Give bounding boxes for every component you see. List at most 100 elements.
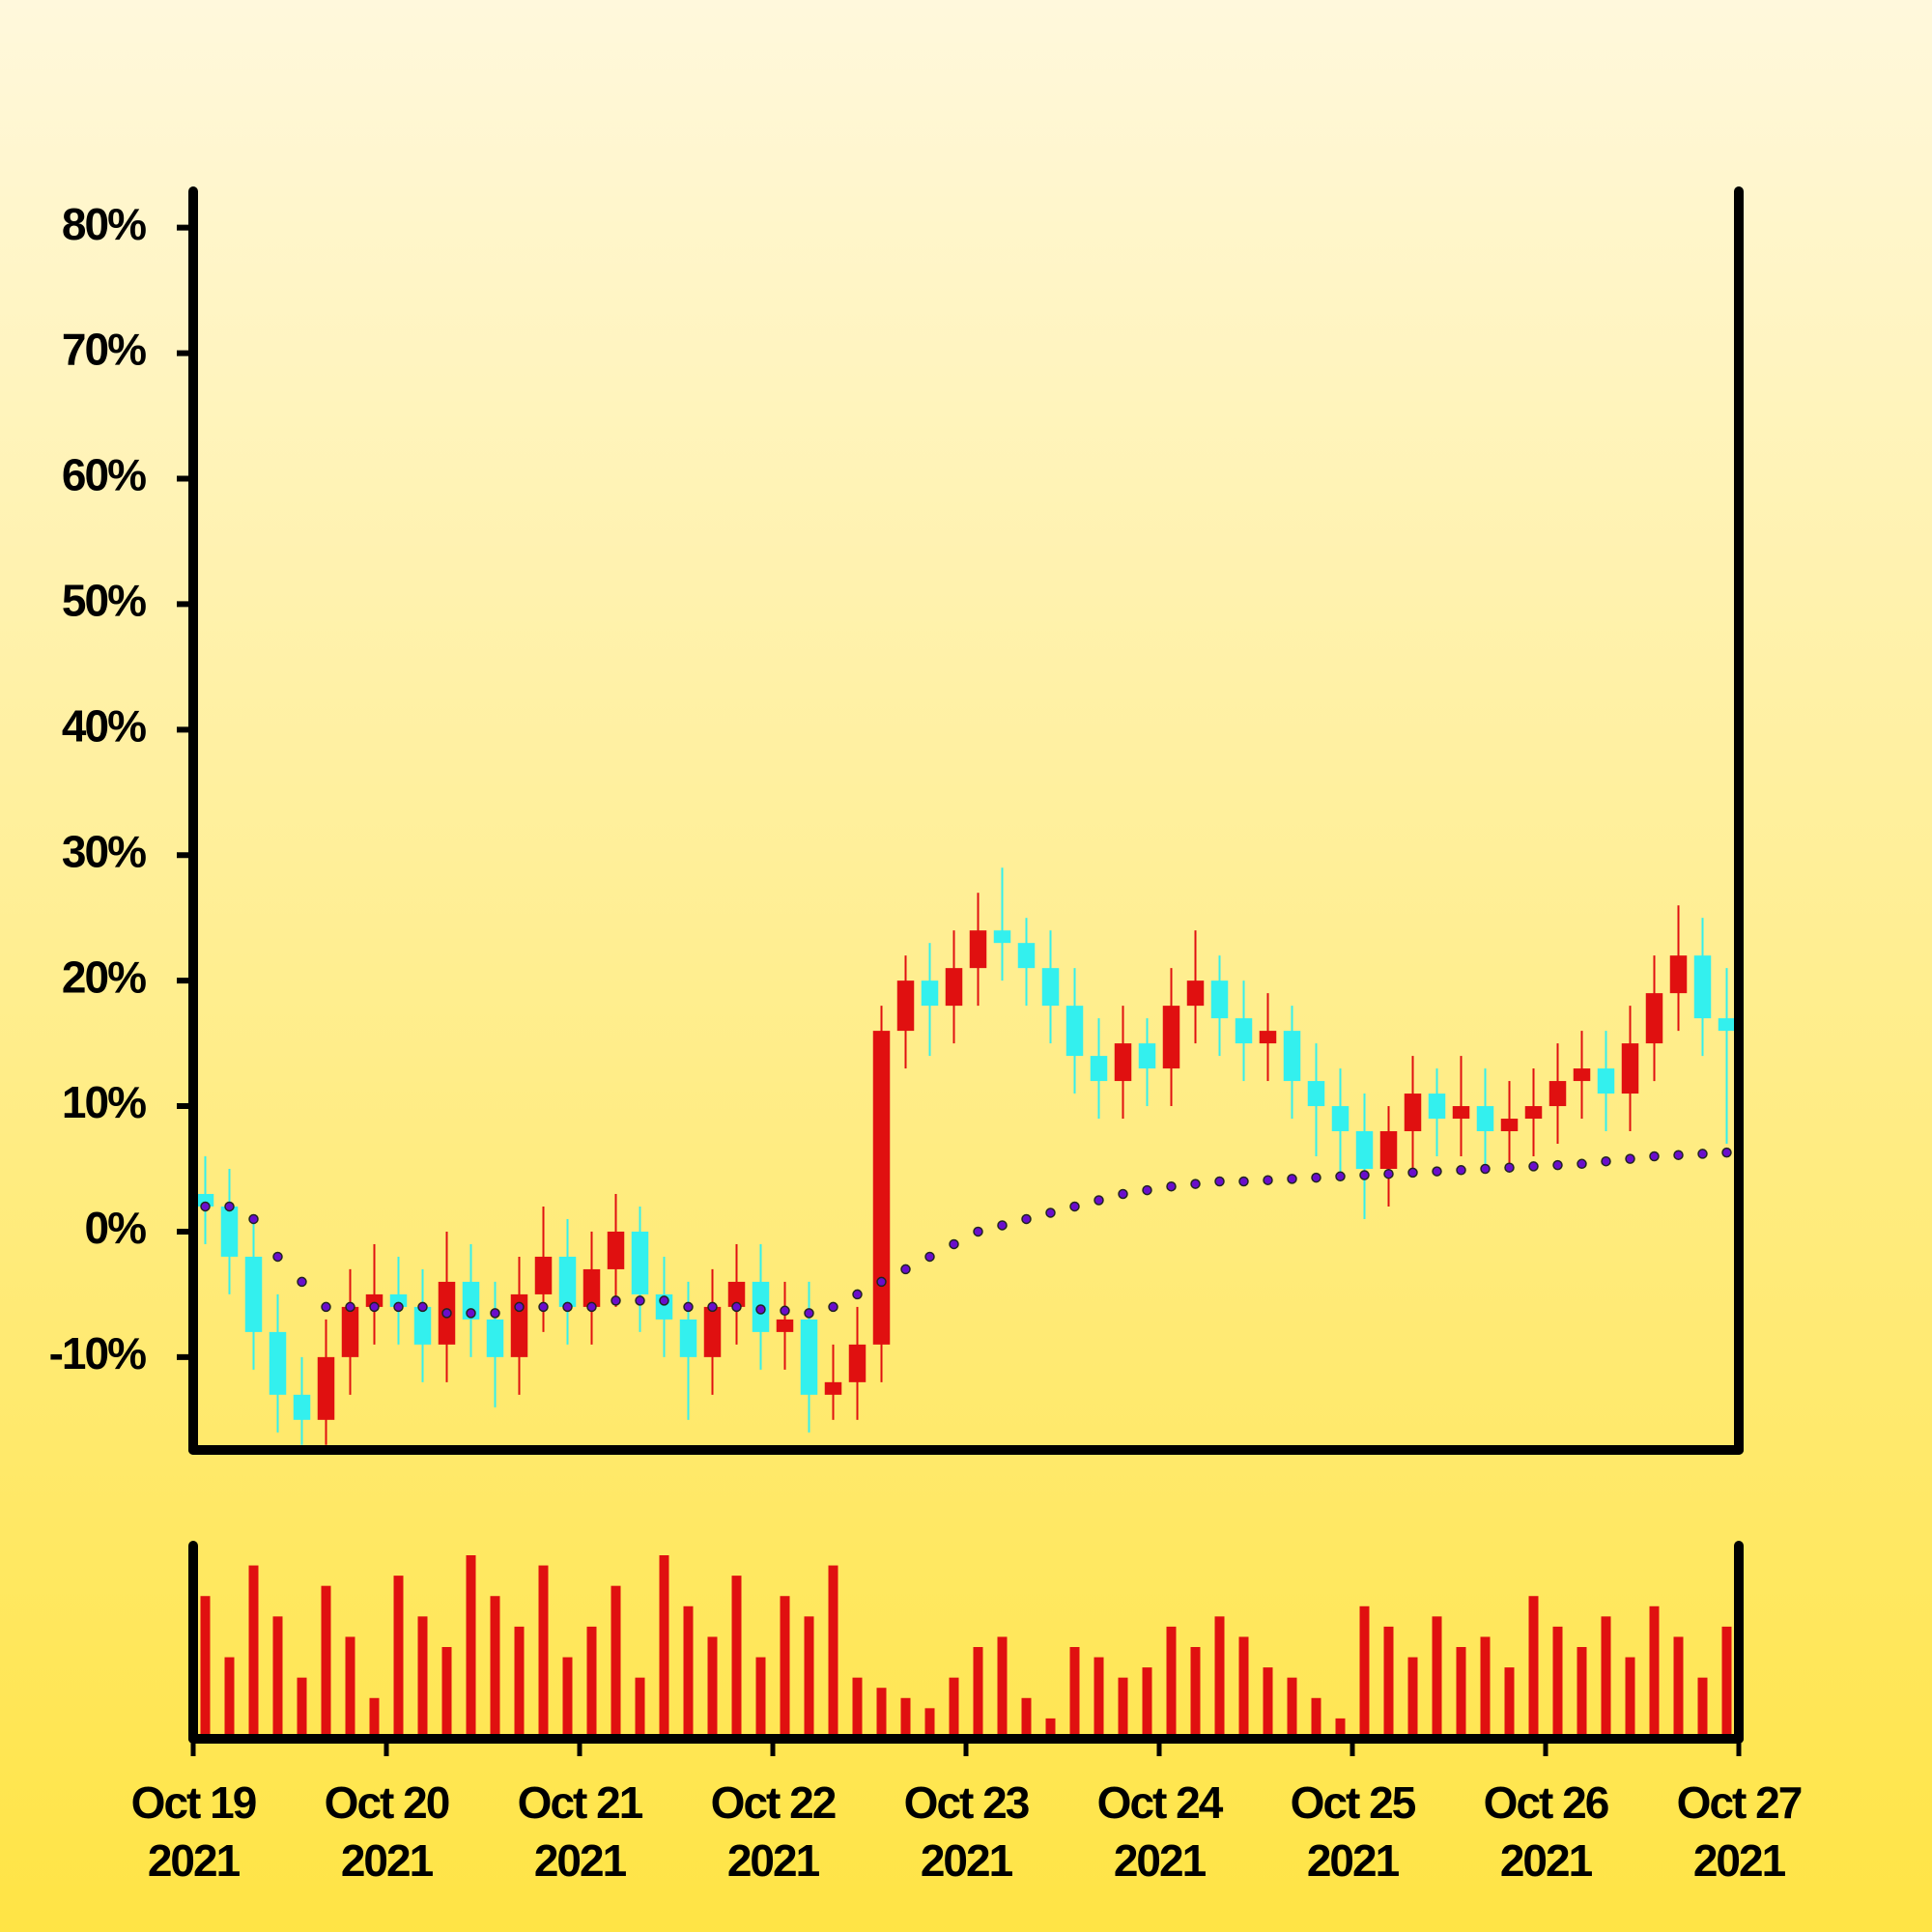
- volume-bar: [1407, 1657, 1418, 1739]
- volume-bar: [321, 1585, 331, 1739]
- moving-average-point: [1021, 1213, 1032, 1225]
- x-tick-label: Oct 23 2021: [903, 1777, 1031, 1886]
- moving-average-point: [1383, 1168, 1394, 1179]
- y-tick-label: 20%: [62, 952, 146, 1002]
- candle-body: [1090, 1056, 1108, 1082]
- moving-average-point: [780, 1305, 790, 1317]
- moving-average-point: [1166, 1180, 1177, 1192]
- moving-average-point: [466, 1308, 476, 1319]
- volume-bar: [297, 1677, 307, 1739]
- x-tick-label: Oct 26 2021: [1483, 1777, 1610, 1886]
- candle-body: [679, 1319, 697, 1357]
- candle-body: [1017, 943, 1036, 969]
- moving-average-point: [1045, 1208, 1056, 1218]
- volume-bar: [1552, 1626, 1563, 1739]
- moving-average-point: [1359, 1170, 1370, 1180]
- moving-average-point: [1094, 1195, 1104, 1206]
- volume-bar: [562, 1657, 573, 1739]
- moving-average-point: [248, 1213, 259, 1225]
- x-tick-label: Oct 21 2021: [517, 1777, 644, 1886]
- candle-body: [945, 968, 963, 1007]
- volume-bar: [514, 1626, 525, 1739]
- volume-bar: [1721, 1626, 1732, 1739]
- candle-body: [800, 1319, 818, 1395]
- volume-bar: [1069, 1647, 1080, 1739]
- moving-average-point: [417, 1301, 428, 1313]
- candle-body: [1524, 1106, 1543, 1120]
- candle-body: [317, 1356, 335, 1420]
- candle-body: [1114, 1043, 1132, 1082]
- volume-bar: [417, 1616, 428, 1739]
- moving-average-point: [924, 1251, 935, 1263]
- moving-average-point: [272, 1251, 283, 1263]
- candle-body: [1452, 1106, 1470, 1120]
- candle-body: [462, 1281, 480, 1320]
- candle-body: [196, 1193, 214, 1207]
- candle-body: [269, 1331, 287, 1395]
- candle-body: [1645, 993, 1663, 1044]
- volume-bar: [272, 1616, 283, 1739]
- volume-bar: [466, 1555, 476, 1739]
- moving-average-point: [635, 1295, 645, 1306]
- moving-average-point: [345, 1301, 355, 1313]
- moving-average-point: [1673, 1150, 1684, 1160]
- moving-average-point: [1311, 1172, 1321, 1183]
- volume-bar: [1577, 1647, 1587, 1739]
- candle-body: [1283, 1031, 1301, 1082]
- volume-bar: [997, 1636, 1008, 1739]
- moving-average-point: [1649, 1151, 1660, 1162]
- candle-body: [1621, 1043, 1639, 1094]
- y-tick-label: 60%: [62, 450, 146, 500]
- volume-bar: [369, 1697, 380, 1739]
- moving-average-point: [441, 1308, 452, 1319]
- volume-bar: [635, 1677, 645, 1739]
- volume-bar: [248, 1565, 259, 1739]
- volume-bar: [586, 1626, 597, 1739]
- moving-average-point: [538, 1301, 549, 1313]
- moving-average-point: [1238, 1176, 1249, 1187]
- candle-body: [1428, 1094, 1446, 1120]
- volume-bar: [1214, 1616, 1225, 1739]
- moving-average-point: [973, 1226, 983, 1237]
- candle-body: [341, 1306, 359, 1357]
- candle-body: [848, 1344, 867, 1382]
- moving-average-point: [1577, 1158, 1587, 1170]
- candle-body: [824, 1381, 842, 1395]
- volume-bar: [876, 1688, 887, 1739]
- candle-body: [1548, 1081, 1567, 1107]
- volume-bar: [1480, 1636, 1491, 1739]
- y-tick-label: 70%: [62, 325, 146, 375]
- moving-average-point: [659, 1295, 669, 1306]
- candle-body: [293, 1394, 311, 1420]
- volume-bar: [683, 1605, 694, 1739]
- candle-body: [1041, 968, 1060, 1007]
- moving-average-point: [1069, 1201, 1080, 1212]
- volume-bar: [755, 1657, 766, 1739]
- moving-average-point: [1601, 1155, 1611, 1167]
- moving-average-point: [731, 1301, 742, 1313]
- candle-body: [703, 1306, 722, 1357]
- volume-bar: [1045, 1718, 1056, 1739]
- volume-bar: [1287, 1677, 1297, 1739]
- moving-average-point: [1552, 1159, 1563, 1171]
- volume-bar: [1528, 1596, 1539, 1739]
- volume-bar: [707, 1636, 718, 1739]
- candle-body: [1331, 1106, 1350, 1132]
- volume-bar: [1190, 1647, 1201, 1739]
- candle-body: [1235, 1018, 1253, 1044]
- candle-body: [1597, 1068, 1615, 1094]
- volume-bar: [1118, 1677, 1128, 1739]
- candle-body: [872, 1031, 891, 1345]
- candle-body: [1379, 1131, 1398, 1170]
- y-tick-label: 30%: [62, 826, 146, 876]
- moving-average-point: [1118, 1188, 1128, 1200]
- moving-average-point: [683, 1301, 694, 1313]
- moving-average-point: [297, 1276, 307, 1288]
- moving-average-point: [755, 1304, 766, 1315]
- moving-average-point: [1190, 1179, 1201, 1189]
- moving-average-point: [1263, 1175, 1273, 1185]
- candle-body: [921, 980, 939, 1007]
- moving-average-point: [1142, 1184, 1152, 1196]
- volume-bar: [1673, 1636, 1684, 1739]
